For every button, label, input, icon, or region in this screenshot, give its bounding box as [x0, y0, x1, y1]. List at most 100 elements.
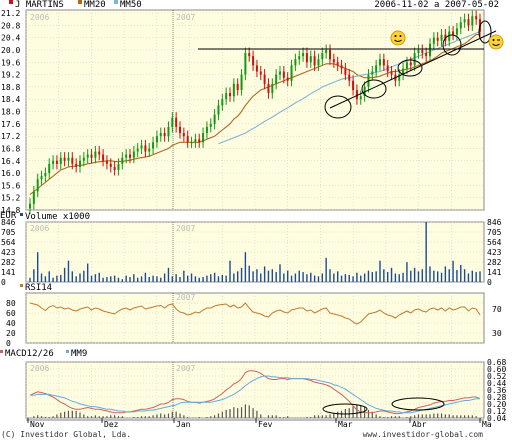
footer-website: www.investidor-global.com	[363, 430, 484, 439]
macd-histogram-bar	[252, 408, 254, 418]
price-ytick-label: 14.8	[1, 206, 20, 215]
macd-histogram-bar	[337, 411, 339, 418]
volume-bar	[283, 273, 285, 282]
price-ytick-label: 20.8	[1, 21, 20, 30]
volume-grid	[25, 221, 484, 283]
candle-body	[405, 62, 408, 69]
volume-bar	[433, 270, 435, 282]
volume-bar	[325, 257, 327, 282]
vol-ytick-label: 705	[1, 228, 16, 237]
volume-bar	[86, 263, 89, 282]
volume-bar	[240, 267, 243, 282]
x-tick-label: Ma	[482, 420, 492, 429]
volume-bar	[313, 275, 316, 282]
legend-macd: MACD12/26	[5, 349, 54, 359]
macd-histogram-bar	[425, 414, 427, 418]
candle-body	[355, 90, 358, 100]
macd-histogram	[33, 404, 477, 418]
volume-bar	[198, 277, 200, 282]
candle-body	[332, 59, 335, 63]
macd-histogram-bar	[379, 416, 381, 418]
price-ytick-label: 18.0	[1, 108, 20, 117]
candle-body	[448, 31, 451, 41]
volume-bar	[48, 271, 50, 282]
volume-bar	[383, 269, 385, 282]
candle-body	[155, 136, 158, 143]
macd-histogram-bar	[229, 409, 231, 418]
macd-histogram-bar	[90, 416, 93, 418]
volume-bar	[417, 271, 420, 282]
volume-bar	[256, 269, 258, 282]
macd-histogram-bar	[306, 417, 308, 418]
candle-body	[102, 154, 105, 161]
candle-body	[313, 56, 316, 66]
candle-body	[55, 160, 58, 164]
candle-body	[436, 37, 439, 41]
macd-histogram-bar	[179, 413, 181, 418]
rsi-ytick-label: 80	[6, 299, 16, 308]
vol-ytick-label-right: 0	[487, 278, 492, 287]
macd-histogram-bar	[225, 409, 227, 418]
macd-histogram-bar	[48, 417, 50, 418]
vol-ytick-label: 846	[1, 218, 16, 227]
candle-body	[371, 71, 374, 75]
volume-bar	[186, 275, 189, 282]
vol-ytick-label-right: 846	[487, 218, 502, 227]
volume-bar	[379, 260, 381, 282]
volume-bar	[140, 276, 143, 282]
legend-swatch-mm20	[78, 0, 82, 4]
candle-body	[125, 154, 128, 158]
volume-bar	[406, 262, 408, 282]
volume-bar	[344, 274, 347, 282]
macd-histogram-bar	[375, 414, 377, 418]
macd-histogram-bar	[206, 417, 208, 418]
volume-bar	[471, 270, 474, 282]
wink-smiley-icon	[488, 34, 504, 50]
volume-bar	[302, 272, 304, 282]
candle-body	[471, 16, 474, 26]
volume-bar	[217, 276, 220, 282]
volume-bar	[402, 272, 404, 282]
legend-price: J MARTINS	[15, 0, 64, 10]
macd-histogram-bar	[37, 415, 39, 418]
candle-body	[375, 65, 378, 72]
x-tick-label: Fev	[258, 420, 273, 429]
candle-body	[413, 53, 416, 66]
volume-bar	[56, 275, 58, 282]
x-tick-label: Mar	[338, 420, 353, 429]
rsi-year-label-2007: 2007	[176, 293, 195, 302]
candle-body	[305, 53, 308, 63]
macd-histogram-bar	[83, 414, 85, 418]
volume-bar	[210, 274, 212, 282]
x-tick-label: Abr	[412, 420, 427, 429]
volume-bar	[133, 274, 135, 282]
macd-ytick-label: 0.36	[487, 386, 506, 395]
candle-body	[198, 139, 201, 143]
candle-body	[359, 96, 362, 100]
candle-body	[275, 74, 278, 84]
macd-ytick-label: 0.68	[487, 358, 506, 367]
x-tick-label: Dez	[104, 420, 119, 429]
macd-histogram-bar	[383, 417, 385, 418]
volume-bar	[75, 276, 77, 282]
price-ytick-label: 20.0	[1, 46, 20, 55]
volume-bars	[29, 222, 481, 282]
candle-body	[232, 83, 235, 97]
price-annotations	[198, 20, 504, 119]
volume-bar	[360, 275, 362, 282]
candle-body	[63, 157, 66, 161]
macd-histogram-bar	[329, 414, 331, 418]
macd-histogram-bar	[440, 413, 443, 418]
volume-bar	[202, 277, 204, 282]
macd-bottom-circle-2	[391, 397, 445, 411]
volume-bar	[183, 270, 185, 282]
volume-bar	[79, 273, 81, 282]
macd-histogram-bar	[348, 408, 350, 418]
x-tick-label: Jan	[176, 420, 191, 429]
candle-body	[463, 19, 466, 23]
candle-body	[167, 126, 170, 137]
macd-histogram-bar	[214, 415, 216, 418]
volume-bar	[448, 269, 450, 282]
candle-body	[221, 99, 224, 106]
